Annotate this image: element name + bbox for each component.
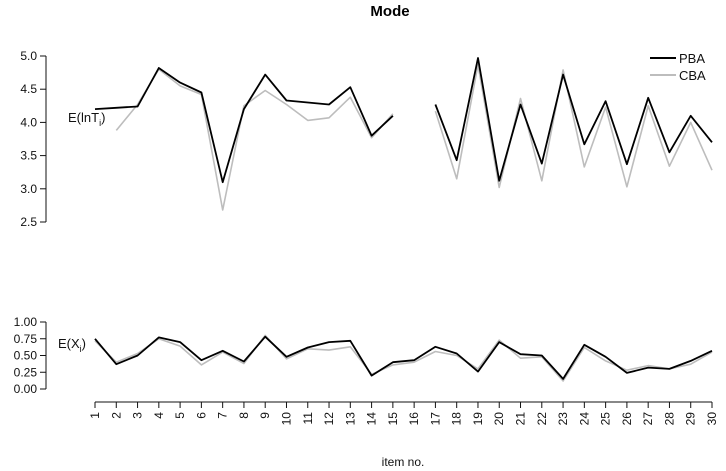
panel-label-top-close: ) — [101, 110, 105, 125]
panel-label-bottom-close: ) — [82, 336, 86, 351]
y-tick-label-bottom-4: 1.00 — [14, 315, 38, 329]
x-axis-label: item no. — [382, 455, 425, 469]
x-tick-label-15: 15 — [386, 412, 400, 426]
x-tick-label-5: 5 — [173, 412, 187, 419]
series-line-cba-top-1 — [434, 63, 713, 189]
panel-label-bottom-main: E(X — [58, 336, 80, 351]
y-tick-label-bottom-3: 0.75 — [14, 332, 38, 346]
series-line-cba-bottom-0 — [94, 334, 713, 382]
series-line-pba-bottom-0 — [94, 335, 713, 380]
x-tick-label-26: 26 — [620, 412, 634, 426]
panel-label-top: E(lnTi) — [68, 110, 105, 128]
legend: PBA CBA — [650, 51, 706, 83]
y-tick-label-bottom-2: 0.50 — [14, 349, 38, 363]
x-tick-label-21: 21 — [514, 412, 528, 426]
panel-label-bottom-sub: i — [80, 344, 82, 354]
x-tick-label-3: 3 — [131, 412, 145, 419]
x-tick-label-25: 25 — [599, 412, 613, 426]
panel-label-top-sub: i — [99, 118, 101, 128]
x-axis: 1 2 3 4 5 6 7 8 9 10 11 12 13 14 15 16 17 18 19 20 21 22 23 24 2… — [88, 401, 719, 426]
y-tick-label-bottom-1: 0.25 — [14, 365, 38, 379]
x-tick-label-23: 23 — [556, 412, 570, 426]
legend-label-cba: CBA — [679, 68, 706, 83]
x-tick-label-12: 12 — [322, 412, 336, 426]
panel-label-bottom: E(Xi) — [58, 336, 86, 354]
panel-bottom: 0.00 0.25 0.50 0.75 1.00 — [14, 315, 713, 396]
y-tick-label-top-1: 3.0 — [20, 182, 37, 196]
panel-label-top-main: E(lnT — [68, 110, 99, 125]
x-tick-label-30: 30 — [705, 412, 719, 426]
x-tick-label-2: 2 — [109, 412, 123, 419]
series-line-pba-top-1 — [434, 57, 713, 182]
x-tick-label-10: 10 — [279, 412, 293, 426]
x-tick-label-27: 27 — [641, 412, 655, 426]
x-tick-label-8: 8 — [237, 412, 251, 419]
x-tick-label-14: 14 — [365, 412, 379, 426]
x-tick-label-17: 17 — [428, 412, 442, 426]
x-tick-label-7: 7 — [216, 412, 230, 419]
x-tick-label-29: 29 — [684, 412, 698, 426]
x-tick-label-1: 1 — [88, 412, 102, 419]
y-tick-label-top-4: 4.5 — [20, 82, 37, 96]
x-tick-label-28: 28 — [662, 412, 676, 426]
x-tick-label-19: 19 — [471, 412, 485, 426]
series-line-pba-top-0 — [94, 67, 394, 184]
x-tick-label-22: 22 — [535, 412, 549, 426]
y-tick-label-bottom-0: 0.00 — [14, 382, 38, 396]
x-tick-label-16: 16 — [407, 412, 421, 426]
x-tick-label-4: 4 — [152, 412, 166, 419]
panel-top: 2.5 3.0 3.5 4.0 4.5 5.0 — [20, 49, 713, 229]
legend-label-pba: PBA — [679, 51, 705, 66]
x-tick-label-18: 18 — [450, 412, 464, 426]
y-tick-label-top-0: 2.5 — [20, 215, 37, 229]
x-tick-label-24: 24 — [577, 412, 591, 426]
x-tick-label-20: 20 — [492, 412, 506, 426]
y-tick-label-top-3: 4.0 — [20, 115, 37, 129]
x-tick-label-6: 6 — [194, 412, 208, 419]
x-tick-label-9: 9 — [258, 412, 272, 419]
series-line-cba-top-0 — [115, 68, 394, 211]
x-tick-label-13: 13 — [343, 412, 357, 426]
x-tick-label-11: 11 — [301, 412, 315, 425]
y-tick-label-top-5: 5.0 — [20, 49, 37, 63]
y-tick-label-top-2: 3.5 — [20, 149, 37, 163]
chart-title: Mode — [370, 3, 409, 20]
